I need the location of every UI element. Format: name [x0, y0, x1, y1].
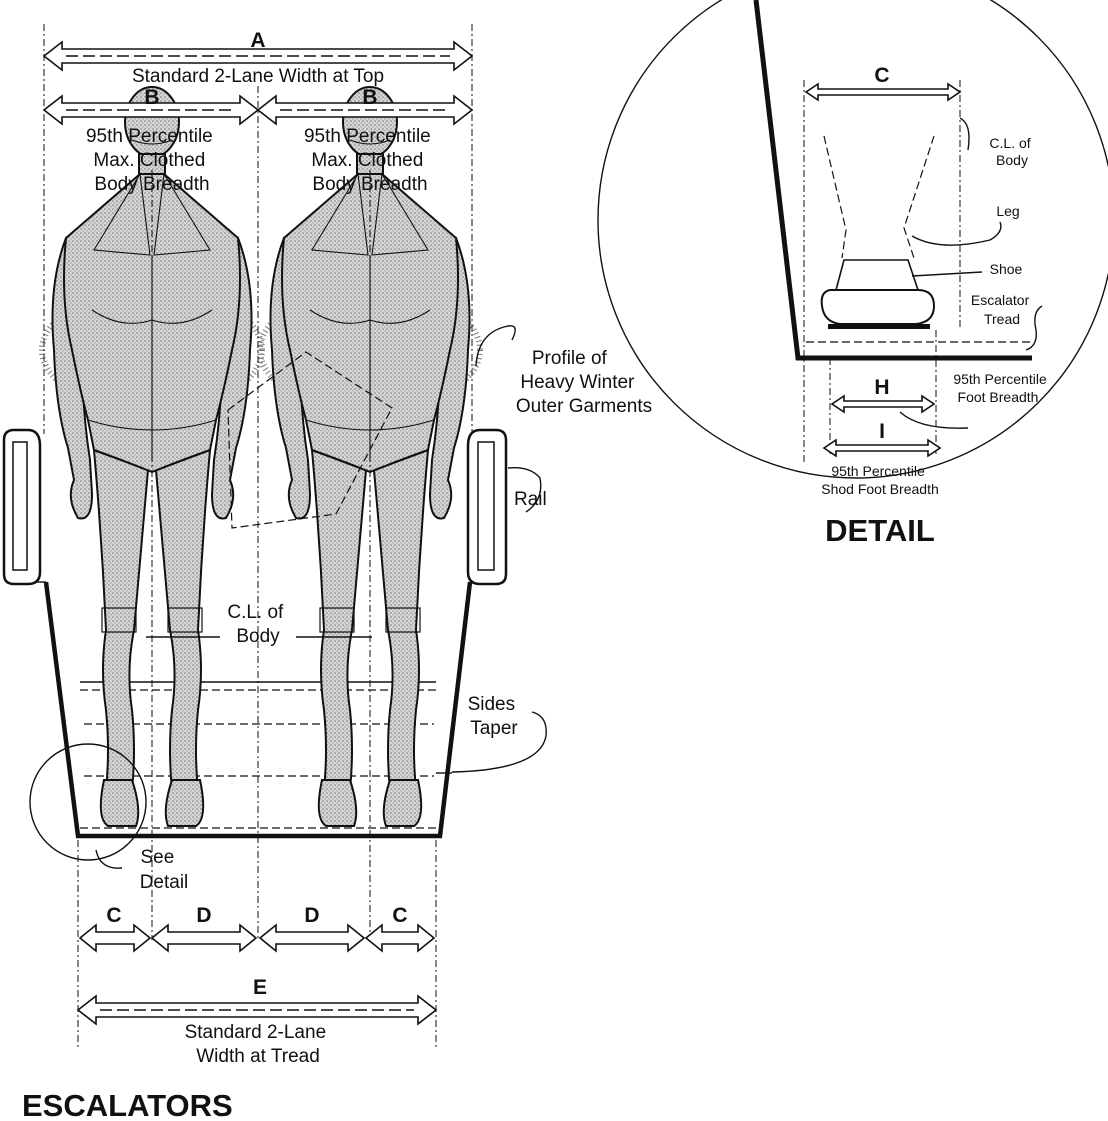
profile-leader-line [475, 325, 516, 367]
arm-sweep-dashed [227, 351, 393, 529]
shoe-leader [911, 271, 983, 277]
dimension-e-arrow [76, 994, 438, 1026]
shoe-sole [820, 289, 936, 325]
leg-leader [911, 221, 1002, 246]
detail-dimension-h-letter: H [874, 376, 889, 399]
dimension-cddc-arrows [78, 923, 436, 953]
leg-outline [823, 135, 935, 259]
detail-cl-label: C.L. of Body [989, 135, 1034, 168]
sides-taper-label: Sides Taper [468, 694, 521, 739]
sides-taper-leader [451, 711, 547, 773]
dimension-a-letter: A [250, 29, 265, 52]
dimension-c-left-letter: C [106, 904, 121, 927]
shoe-heel-plate [828, 324, 930, 329]
detail-cl-leader [959, 117, 970, 151]
detail-dimension-i-letter: I [879, 420, 885, 443]
detail-callout-circle [29, 743, 147, 861]
dimension-d-right-letter: D [304, 904, 319, 927]
tread-leader [1025, 305, 1043, 351]
dimension-c-right-letter: C [392, 904, 407, 927]
shoe-upper [834, 259, 920, 291]
detail-dimension-h-arrow [830, 394, 936, 414]
extension-lines [43, 24, 473, 1050]
detail-balustrade [753, 0, 1032, 361]
dimension-d-left-letter: D [196, 904, 211, 927]
left-rail [2, 428, 42, 586]
dimension-a-label: Standard 2-Lane Width at Top [132, 66, 384, 87]
leg-label: Leg [996, 203, 1019, 219]
centerline-label: C.L. of Body [227, 602, 288, 647]
dimension-b-right-letter: B [362, 86, 377, 109]
detail-dimension-i-arrow [822, 438, 942, 458]
tread-label: Escalator Tread [971, 292, 1033, 327]
shoe-label: Shoe [990, 261, 1023, 277]
dimension-e-letter: E [253, 976, 267, 999]
rail-leader-line [507, 467, 542, 513]
detail-dimension-i-label: 95th Percentile Shod Foot Breadth [821, 463, 939, 497]
detail-title: DETAIL [825, 513, 935, 548]
detail-dimension-h-label: 95th Percentile Foot Breadth [953, 371, 1050, 405]
see-detail-leader [95, 849, 123, 869]
detail-circle [597, 0, 1108, 479]
dimension-b-left-letter: B [144, 86, 159, 109]
profile-label: Profile of Heavy Winter Outer Garments [516, 348, 652, 417]
dimension-b-right-arrow [256, 94, 474, 126]
h-leader [899, 411, 969, 429]
dimension-b-right-label: 95th Percentile Max. Clothed Body Breadt… [304, 126, 436, 195]
dimension-a-arrow [42, 40, 474, 72]
detail-dimension-c-arrow [804, 82, 962, 102]
rail-label: Rail [514, 489, 547, 510]
dimension-e-label: Standard 2-Lane Width at Tread [185, 1022, 332, 1067]
detail-dimension-c-letter: C [874, 64, 889, 87]
dimension-b-left-arrow [42, 94, 260, 126]
escalators-title: ESCALATORS [22, 1088, 233, 1121]
see-detail-label: See Detail [140, 847, 189, 893]
dimension-b-left-label: 95th Percentile Max. Clothed Body Breadt… [86, 126, 218, 195]
right-rail [466, 428, 508, 586]
